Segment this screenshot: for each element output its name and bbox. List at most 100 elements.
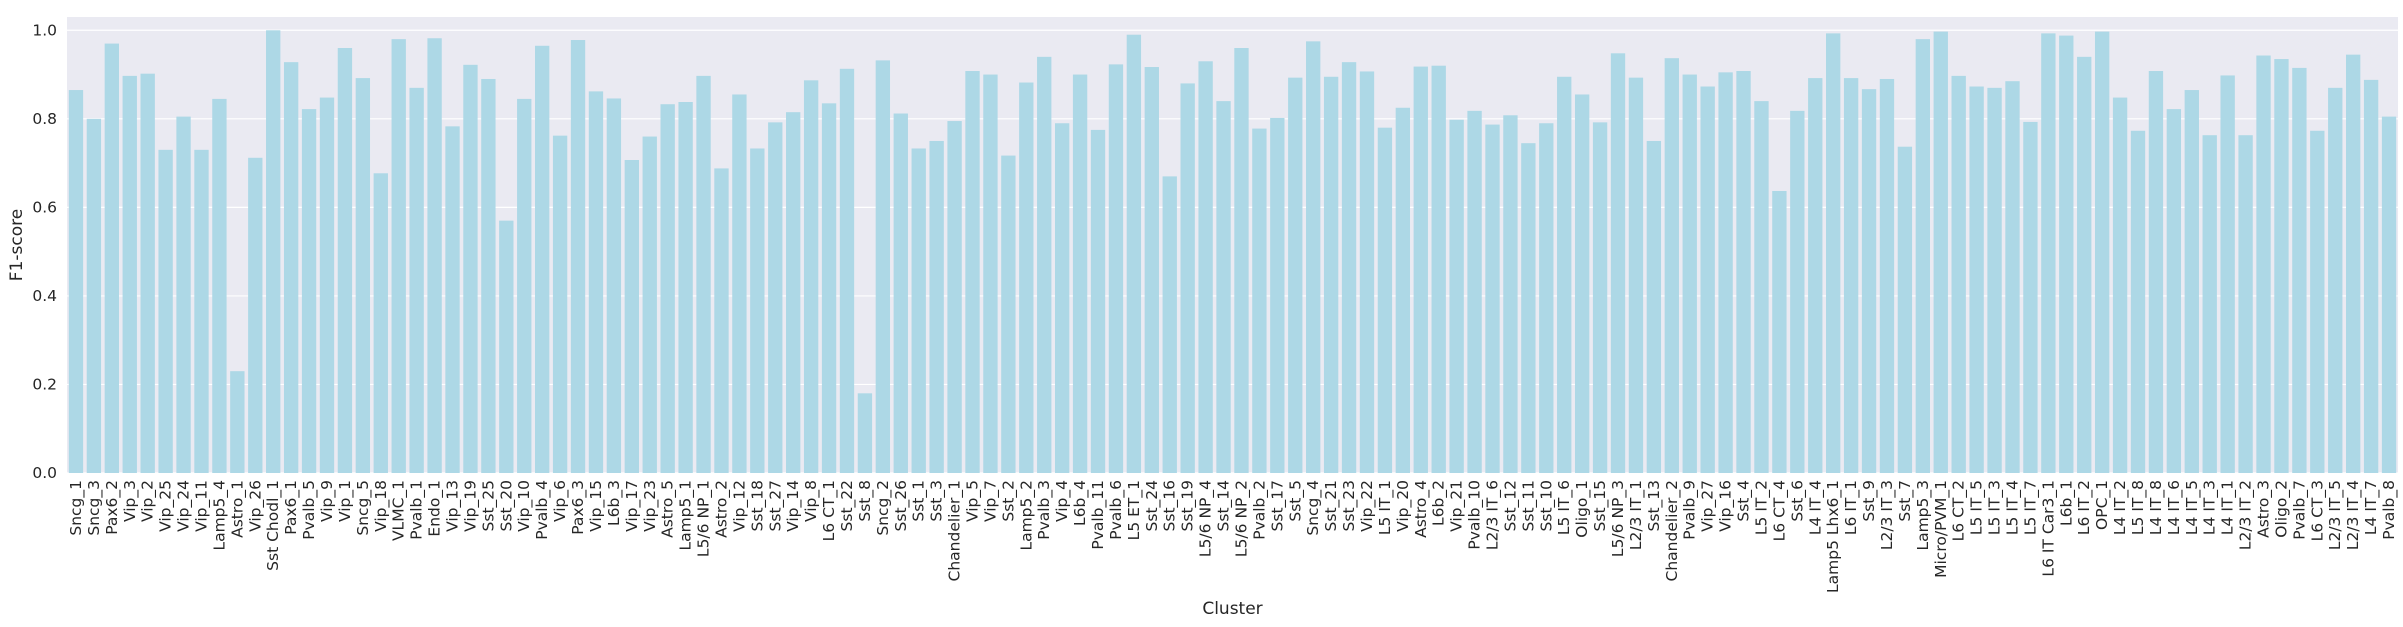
bar	[839, 68, 855, 473]
bar	[714, 168, 729, 473]
bar	[1521, 143, 1536, 474]
x-tick-label: Vip_17	[623, 480, 642, 532]
bar	[1431, 65, 1446, 473]
bar	[750, 148, 765, 474]
x-tick-label: Pvalb_1	[408, 480, 427, 540]
x-tick-label: L6 CT_3	[2308, 480, 2327, 541]
bar	[1054, 123, 1070, 473]
y-axis-title: F1-score	[7, 209, 27, 281]
x-tick-label: Pvalb_3	[1035, 480, 1054, 540]
y-tick-label: 0.8	[32, 110, 57, 128]
x-tick-label: Sst_4	[1735, 480, 1754, 522]
bar	[1449, 119, 1464, 473]
bar	[1341, 62, 1357, 473]
bar	[2292, 67, 2307, 473]
bar	[1592, 122, 1608, 473]
bar	[857, 393, 873, 473]
x-tick-label: Vip_21	[1448, 480, 1467, 532]
x-tick-label: Sst_27	[766, 480, 785, 531]
x-tick-label: Sst_1	[910, 480, 929, 522]
x-tick-label: Lamp5_3	[1914, 480, 1933, 551]
x-tick-label: Vip_23	[641, 480, 660, 532]
bar	[2077, 56, 2092, 473]
bar	[1628, 77, 1644, 473]
x-tick-label: Vip_25	[157, 480, 176, 532]
x-tick-label: Vip_1	[336, 480, 355, 522]
x-tick-labels: Sncg_1 Sncg_3 Pax6_2 Vip_3 Vip_2 Vip_25 Vip_24…	[67, 480, 2399, 593]
x-tick-label: Pvalb_7	[2290, 480, 2309, 540]
bar	[2274, 59, 2289, 473]
x-tick-label: Sst_8	[856, 480, 875, 522]
bar	[409, 87, 424, 473]
bar	[499, 220, 514, 473]
x-tick-label: Vip_7	[981, 480, 1000, 522]
bar	[1216, 101, 1231, 473]
bar	[768, 122, 783, 473]
bar	[2059, 35, 2074, 473]
bar	[1987, 87, 2002, 473]
x-tick-label: L6 CT_2	[1950, 480, 1969, 541]
x-tick-label: L5 IT_2	[1752, 480, 1771, 535]
x-tick-label: Sst_23	[1340, 480, 1359, 531]
x-tick-label: L6b_4	[1071, 480, 1090, 526]
bar	[1108, 64, 1124, 473]
x-tick-label: Sst_2	[999, 480, 1018, 522]
bar	[2220, 75, 2235, 473]
x-tick-label: L4 IT_1	[2219, 480, 2238, 535]
x-tick-label: Sncg_4	[1304, 480, 1323, 536]
x-tick-label: Sst_21	[1322, 480, 1341, 531]
bar	[1252, 128, 1267, 473]
x-tick-label: OPC_1	[2093, 480, 2112, 530]
bar	[803, 80, 819, 473]
bar	[2346, 54, 2361, 473]
bar	[373, 173, 388, 474]
x-tick-label: Vip_4	[1053, 480, 1072, 522]
bar	[1144, 67, 1159, 473]
bar	[1180, 83, 1195, 473]
bar	[2130, 130, 2146, 474]
x-tick-label: L6 IT_2	[2075, 480, 2094, 535]
bar	[1072, 74, 1088, 473]
x-tick-label: Vip_11	[192, 480, 211, 532]
bar	[552, 135, 568, 473]
x-tick-label: Pvalb_5	[300, 480, 319, 540]
x-tick-label: Vip_24	[175, 480, 194, 532]
bar	[2112, 97, 2128, 473]
x-tick-label: Sncg_3	[85, 480, 104, 536]
x-tick-label: L2/3 IT_3	[1878, 480, 1897, 550]
bar	[1664, 58, 1679, 473]
x-tick-label: Vip_16	[1717, 480, 1736, 532]
y-tick-label: 0.4	[32, 287, 57, 305]
bar	[266, 30, 281, 473]
y-tick-label: 0.6	[32, 198, 57, 216]
x-tick-label: L5 IT_1	[1376, 480, 1395, 535]
x-tick-label: Pvalb_4	[533, 480, 552, 540]
x-tick-label: L6 IT Car3_1	[2039, 480, 2058, 577]
bar	[911, 148, 926, 474]
bar	[1395, 107, 1411, 474]
x-tick-label: Vip_9	[318, 480, 337, 522]
x-tick-label: Vip_2	[139, 480, 158, 522]
x-tick-label: Vip_22	[1358, 480, 1377, 532]
x-tick-label: L2/3 IT_2	[2237, 480, 2256, 550]
x-tick-label: Vip_15	[587, 480, 606, 532]
bar	[1826, 33, 1841, 473]
x-tick-label: Pvalb_11	[1089, 480, 1108, 550]
x-tick-label: Sst_15	[1591, 480, 1610, 531]
x-tick-label: Sst_12	[1501, 480, 1520, 531]
bar	[1090, 129, 1106, 474]
bar	[1557, 76, 1572, 473]
bar	[1861, 89, 1877, 473]
bar	[1574, 94, 1590, 473]
x-tick-label: Vip_8	[802, 480, 821, 522]
x-tick-label: L5 IT_6	[1555, 480, 1574, 535]
bar	[427, 38, 442, 473]
bar	[983, 74, 998, 473]
x-tick-label: L5 IT_8	[2129, 480, 2148, 535]
bar	[1754, 101, 1769, 473]
x-tick-label: L2/3 IT_1	[1627, 480, 1646, 550]
bar	[2166, 109, 2182, 473]
bar	[1700, 86, 1715, 473]
bar	[194, 149, 209, 473]
